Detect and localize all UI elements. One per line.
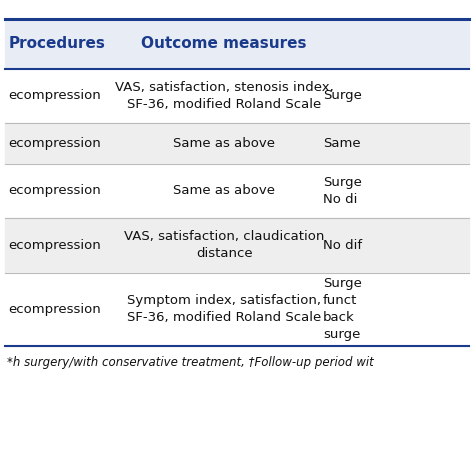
Text: Surge: Surge [323, 90, 362, 102]
Text: VAS, satisfaction, stenosis index,
SF-36, modified Roland Scale: VAS, satisfaction, stenosis index, SF-36… [115, 81, 334, 111]
Text: Same as above: Same as above [173, 184, 275, 197]
Text: *h surgery/with conservative treatment, †Follow-up period wit: *h surgery/with conservative treatment, … [7, 356, 374, 369]
Text: Procedures: Procedures [9, 36, 105, 51]
Text: Outcome measures: Outcome measures [141, 36, 307, 51]
Text: ecompression: ecompression [9, 239, 101, 252]
Text: ecompression: ecompression [9, 137, 101, 150]
Bar [5, 218, 469, 273]
Bar [5, 123, 469, 164]
Text: No dif: No dif [323, 239, 362, 252]
Text: VAS, satisfaction, claudication
distance: VAS, satisfaction, claudication distance [124, 230, 324, 260]
Bar [5, 19, 469, 69]
Text: Same as above: Same as above [173, 137, 275, 150]
Text: ecompression: ecompression [9, 303, 101, 316]
Text: ecompression: ecompression [9, 184, 101, 197]
Text: Surge
funct
back
surge: Surge funct back surge [323, 277, 362, 341]
Bar [5, 273, 469, 346]
Text: Same: Same [323, 137, 361, 150]
Bar [5, 69, 469, 123]
Text: Surge
No di: Surge No di [323, 176, 362, 206]
Bar [5, 164, 469, 218]
Text: Symptom index, satisfaction,
SF-36, modified Roland Scale: Symptom index, satisfaction, SF-36, modi… [127, 294, 321, 324]
Text: ecompression: ecompression [9, 90, 101, 102]
